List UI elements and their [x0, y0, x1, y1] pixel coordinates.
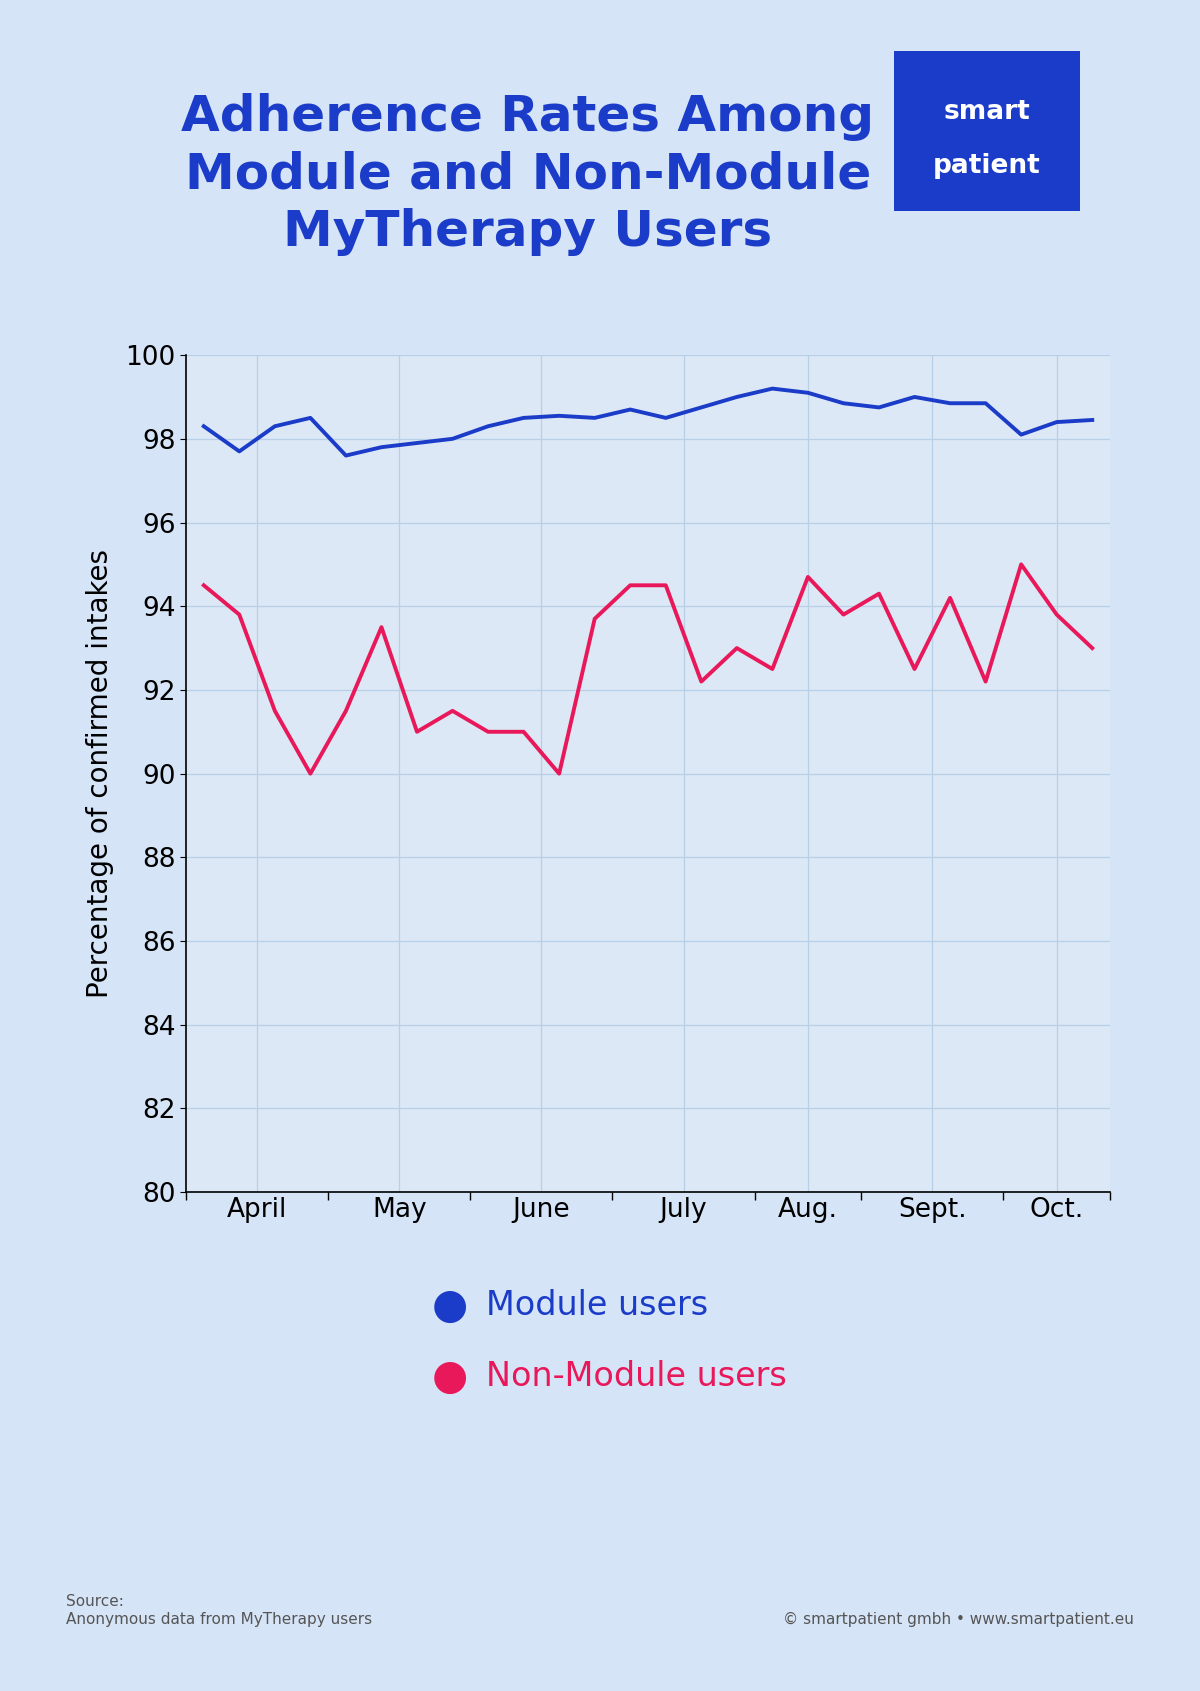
Text: Non-Module users: Non-Module users — [486, 1360, 787, 1393]
Text: Module users: Module users — [486, 1289, 708, 1322]
Y-axis label: Percentage of confirmed intakes: Percentage of confirmed intakes — [86, 550, 114, 998]
Text: © smartpatient gmbh • www.smartpatient.eu: © smartpatient gmbh • www.smartpatient.e… — [784, 1612, 1134, 1627]
Text: patient: patient — [934, 154, 1040, 179]
Text: Source:
Anonymous data from MyTherapy users: Source: Anonymous data from MyTherapy us… — [66, 1595, 372, 1627]
Text: Adherence Rates Among
Module and Non-Module
MyTherapy Users: Adherence Rates Among Module and Non-Mod… — [181, 93, 875, 255]
Text: smart: smart — [943, 98, 1031, 125]
Text: ●: ● — [432, 1285, 468, 1326]
FancyBboxPatch shape — [880, 37, 1094, 225]
Text: ●: ● — [432, 1356, 468, 1397]
